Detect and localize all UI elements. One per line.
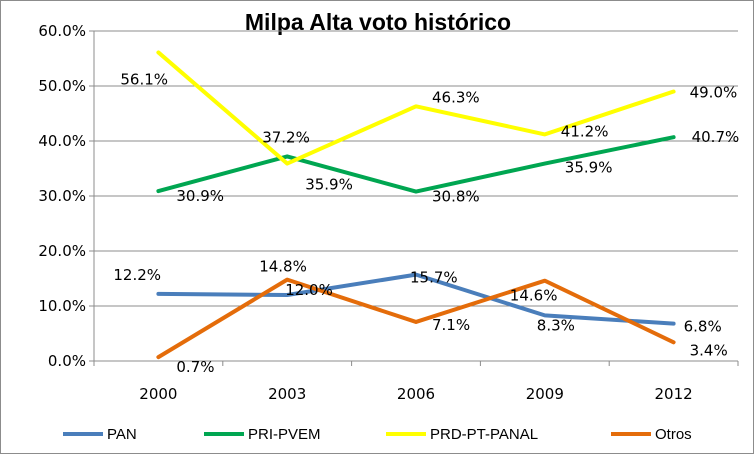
data-label: 37.2% bbox=[262, 128, 310, 146]
data-label: 46.3% bbox=[432, 88, 480, 106]
y-tick-label: 30.0% bbox=[38, 187, 86, 205]
data-label: 6.8% bbox=[684, 318, 722, 336]
data-label: 40.7% bbox=[692, 128, 740, 146]
data-label: 3.4% bbox=[690, 341, 728, 359]
legend-label: PAN bbox=[107, 426, 137, 443]
series-line-otros bbox=[156, 277, 676, 360]
y-tick-label: 60.0% bbox=[38, 22, 86, 40]
data-label: 56.1% bbox=[120, 70, 168, 88]
data-label: 14.6% bbox=[510, 287, 558, 305]
data-label: 41.2% bbox=[561, 122, 609, 140]
x-tick-label: 2000 bbox=[139, 385, 177, 403]
data-label: 12.0% bbox=[285, 281, 333, 299]
y-tick-label: 10.0% bbox=[38, 297, 86, 315]
x-tick-label: 2006 bbox=[397, 385, 435, 403]
data-label: 8.3% bbox=[537, 316, 575, 334]
series-line-prd-pt-panal bbox=[156, 50, 676, 166]
series-line-pri-pvem bbox=[156, 135, 676, 194]
legend-label: PRD-PT-PANAL bbox=[430, 426, 538, 443]
data-label: 30.8% bbox=[432, 188, 480, 206]
y-tick-label: 50.0% bbox=[38, 77, 86, 95]
data-label: 35.9% bbox=[565, 159, 613, 177]
data-label: 7.1% bbox=[432, 316, 470, 334]
data-label: 49.0% bbox=[690, 84, 738, 102]
data-label: 14.8% bbox=[259, 258, 307, 276]
data-label: 12.2% bbox=[113, 266, 161, 284]
data-label: 0.7% bbox=[176, 358, 214, 376]
data-label: 15.7% bbox=[410, 269, 458, 287]
x-tick-label: 2012 bbox=[655, 385, 693, 403]
series-line-pan bbox=[156, 272, 676, 326]
x-tick-label: 2009 bbox=[526, 385, 564, 403]
legend-label: Otros bbox=[655, 426, 692, 443]
data-label: 35.9% bbox=[305, 176, 353, 194]
y-tick-label: 0.0% bbox=[48, 352, 86, 370]
legend-label: PRI-PVEM bbox=[248, 426, 321, 443]
data-label: 30.9% bbox=[176, 187, 224, 205]
y-tick-label: 40.0% bbox=[38, 132, 86, 150]
x-tick-label: 2003 bbox=[268, 385, 306, 403]
y-tick-label: 20.0% bbox=[38, 242, 86, 260]
